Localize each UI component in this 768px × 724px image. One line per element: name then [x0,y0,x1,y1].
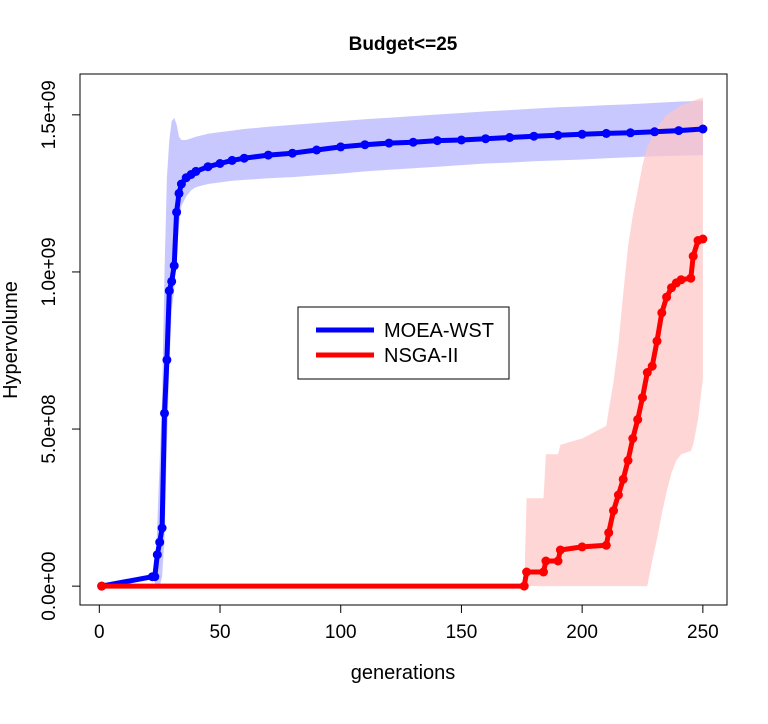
x-axis-label: generations [351,662,456,684]
point-moea-wst [312,145,322,155]
point-moea-wst [152,550,162,560]
y-tick-label: 1.5e+09 [39,80,60,149]
legend-box [297,306,510,380]
legend-label-nsga-ii: NSGA-II [384,345,458,367]
point-nsga-ii [604,528,614,538]
point-moea-wst [698,124,708,134]
point-moea-wst [384,138,394,148]
point-nsga-ii [642,368,652,377]
point-moea-wst [456,135,466,145]
point-moea-wst [360,140,370,150]
point-nsga-ii [628,434,638,443]
point-moea-wst [505,133,515,142]
point-moea-wst [169,261,179,271]
point-moea-wst [408,137,418,147]
point-nsga-ii [555,545,565,555]
y-tick-label: 5.0e+08 [39,394,60,463]
y-tick-label: 1.0e+09 [39,237,60,306]
point-nsga-ii [652,336,662,346]
band-nsga-ii [101,97,703,587]
point-moea-wst [625,128,635,138]
point-nsga-ii [676,275,686,285]
x-tick-label: 50 [209,622,230,643]
point-nsga-ii [688,251,698,261]
y-axis-label: Hypervolume [0,281,22,399]
point-nsga-ii [601,540,611,550]
point-moea-wst [336,142,346,152]
point-nsga-ii [633,415,643,425]
point-nsga-ii [541,556,551,566]
series-points [97,124,708,591]
point-moea-wst [191,166,201,176]
point-nsga-ii [577,542,587,552]
point-moea-wst [203,162,213,172]
point-nsga-ii [613,490,623,500]
point-nsga-ii [609,506,618,516]
x-tick-label: 100 [325,622,357,643]
legend-label-moea-wst: MOEA-WST [384,320,494,342]
point-moea-wst [263,150,273,160]
point-moea-wst [150,572,160,582]
point-nsga-ii [638,393,647,403]
point-nsga-ii [686,273,696,283]
x-tick-label: 0 [94,622,105,643]
point-moea-wst [529,131,539,141]
point-moea-wst [157,523,167,533]
point-nsga-ii [553,556,563,566]
y-tick-label: 0.0e+00 [39,551,60,620]
x-tick-label: 150 [446,622,478,643]
point-moea-wst [164,286,174,296]
point-moea-wst [481,134,491,144]
point-nsga-ii [522,567,532,577]
point-moea-wst [239,153,249,163]
point-nsga-ii [623,456,633,465]
point-nsga-ii [698,234,708,244]
x-tick-label: 250 [687,622,719,643]
point-moea-wst [176,179,186,189]
point-moea-wst [174,188,184,198]
legend: MOEA-WST NSGA-II [297,306,510,380]
point-moea-wst [167,276,177,286]
point-nsga-ii [647,361,657,371]
point-moea-wst [601,128,611,138]
point-nsga-ii [97,581,107,591]
line-moea-wst [99,126,706,589]
point-moea-wst [674,126,684,136]
point-moea-wst [432,136,442,146]
point-moea-wst [287,148,297,158]
point-moea-wst [215,159,225,168]
x-tick-label: 200 [566,622,598,643]
chart-title: Budget<=25 [349,34,458,55]
point-nsga-ii [519,581,529,591]
point-moea-wst [160,408,169,418]
point-nsga-ii [657,308,667,318]
point-moea-wst [155,537,165,547]
point-moea-wst [172,207,182,217]
point-moea-wst [553,130,563,140]
point-moea-wst [650,127,660,137]
x-axis: 0 50 100 150 200 250 [94,604,719,643]
point-nsga-ii [618,474,628,484]
point-moea-wst [162,355,172,365]
point-nsga-ii [662,292,672,302]
point-moea-wst [227,155,237,165]
point-nsga-ii [539,567,548,577]
y-axis: 0.0e+00 5.0e+08 1.0e+09 1.5e+09 [39,80,81,621]
point-moea-wst [577,129,587,139]
